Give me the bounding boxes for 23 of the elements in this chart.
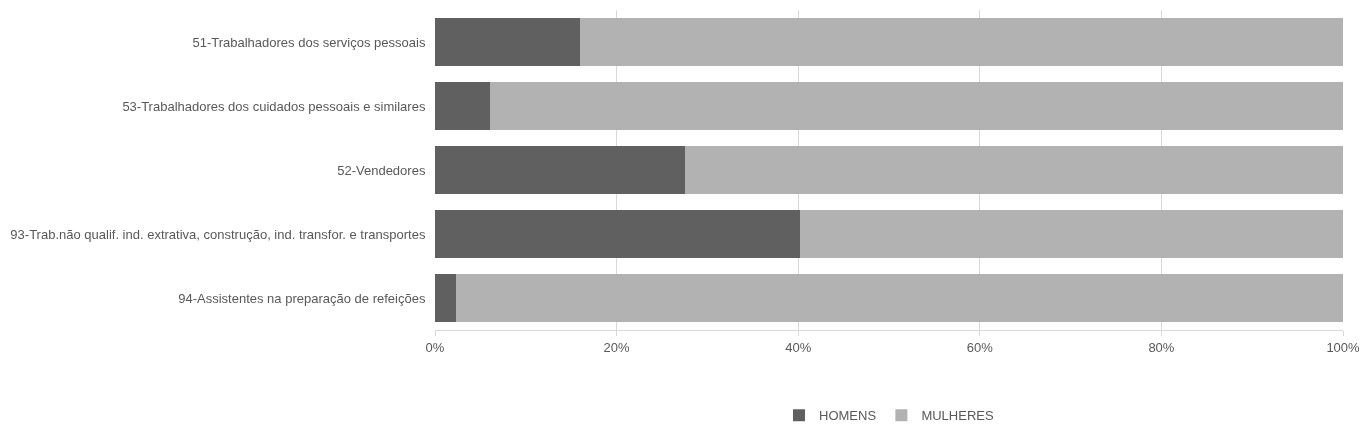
- y-tick-label: 52-Vendedores: [337, 162, 426, 178]
- bar: [490, 82, 1343, 130]
- x-tick-label: 60%: [966, 339, 994, 355]
- bar: [455, 274, 1343, 322]
- bar: [684, 146, 1343, 194]
- x-tick-label: 100%: [1326, 339, 1361, 355]
- y-tick-label: 93-Trab.não qualif. ind. extrativa, construção, ind. transfor. e transportes: [10, 226, 426, 242]
- x-tick-label: 0%: [425, 339, 445, 355]
- x-tick-label: 40%: [785, 339, 812, 355]
- legend-label: HOMENS: [819, 408, 877, 424]
- bar: [435, 18, 581, 66]
- bar: [435, 210, 801, 258]
- y-tick-label: 51-Trabalhadores dos serviços pessoais: [192, 34, 426, 50]
- legend-label: MULHERES: [921, 408, 994, 424]
- bar: [435, 146, 685, 194]
- y-tick-label: 94-Assistentes na preparação de refeições: [178, 290, 426, 306]
- bar: [435, 274, 456, 322]
- bar: [580, 18, 1343, 66]
- y-tick-label: 53-Trabalhadores dos cuidados pessoais e similares: [122, 98, 426, 114]
- bar: [435, 82, 491, 130]
- x-tick-label: 20%: [603, 339, 631, 355]
- x-tick-label: 80%: [1148, 339, 1175, 355]
- bar: [800, 210, 1343, 258]
